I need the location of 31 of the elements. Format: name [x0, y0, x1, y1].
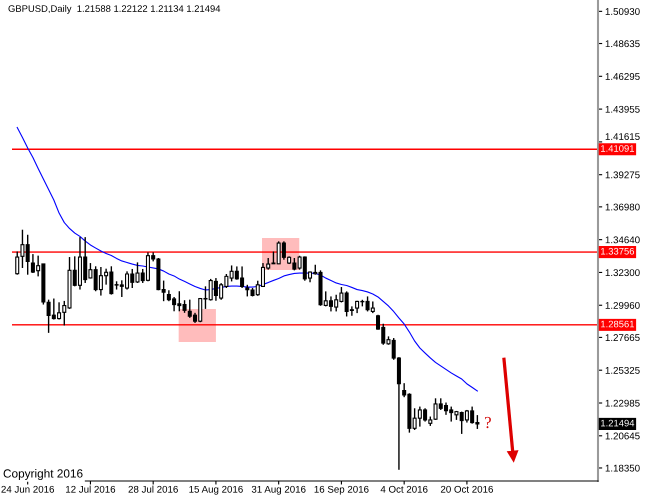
x-tick-label: 12 Jul 2016 — [66, 486, 116, 493]
text: ? — [485, 416, 491, 428]
y-tick-label: 1.36980 — [606, 204, 640, 210]
y-tick-label: 1.22985 — [606, 400, 640, 407]
x-tick-label: 24 Jun 2016 — [1, 486, 54, 493]
ref-line-label: 1.28561 — [601, 320, 634, 328]
y-tick-label: 1.50930 — [606, 8, 640, 15]
y-tick-label: 1.29960 — [606, 302, 640, 309]
line-series — [16, 126, 478, 392]
chart-title: GBPUSD,Daily 1.21588 1.22122 1.21134 1.21494 — [8, 5, 220, 14]
ref-line-label: 1.41091 — [601, 145, 634, 152]
y-tick-label: 1.25325 — [606, 366, 640, 374]
x-tick-label: 31 Aug 2016 — [252, 486, 306, 495]
x-tick-label: 15 Aug 2016 — [189, 486, 243, 495]
x-tick-label: 16 Sep 2016 — [314, 486, 369, 495]
y-tick-label: 1.18350 — [606, 464, 640, 472]
y-tick-label: 1.27665 — [606, 334, 640, 342]
text: 1.21494 — [601, 420, 634, 426]
y-tick-label: 1.34640 — [606, 236, 640, 244]
y-tick-label: 1.41615 — [606, 133, 640, 140]
y-tick-label: 1.32300 — [606, 269, 640, 276]
x-tick-label: 20 Oct 2016 — [440, 486, 493, 493]
x-tick-label: 4 Oct 2016 — [380, 486, 428, 493]
y-tick-label: 1.20645 — [606, 432, 640, 440]
ref-line-label: 1.33756 — [601, 248, 634, 255]
x-tick-label: 28 Jul 2016 — [128, 486, 178, 493]
annotation: Copyright 2016 — [4, 468, 83, 480]
y-tick-label: 1.46295 — [606, 73, 640, 80]
y-tick-label: 1.43955 — [606, 106, 640, 113]
y-tick-label: 1.39275 — [606, 171, 640, 178]
y-tick-label: 1.48635 — [606, 40, 640, 48]
